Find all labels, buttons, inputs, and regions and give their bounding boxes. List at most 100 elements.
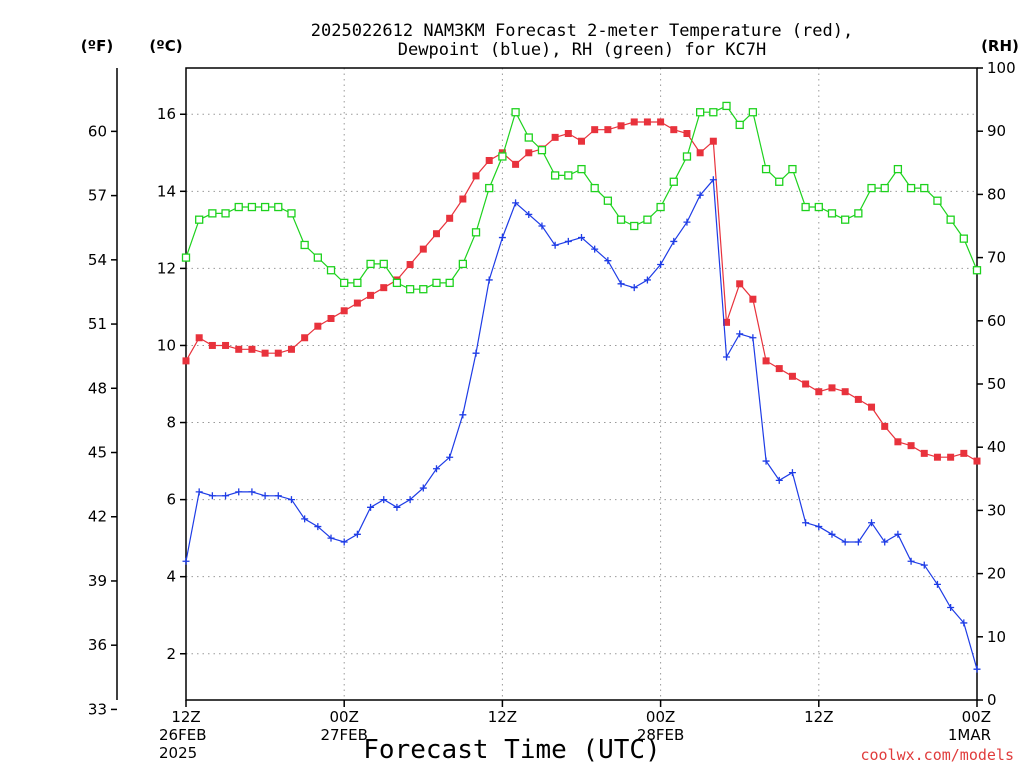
data-point bbox=[643, 118, 651, 126]
data-point bbox=[920, 561, 928, 569]
data-point bbox=[947, 453, 955, 461]
data-point bbox=[551, 241, 559, 249]
data-point bbox=[722, 101, 731, 111]
data-point bbox=[578, 137, 585, 145]
celsius-tick-label: 14 bbox=[157, 182, 176, 200]
data-point bbox=[604, 257, 612, 265]
data-point bbox=[933, 196, 942, 205]
fahrenheit-axis-unit: (ºF) bbox=[81, 37, 113, 55]
data-point bbox=[683, 218, 691, 226]
series-line bbox=[185, 178, 978, 670]
data-point bbox=[247, 202, 257, 212]
data-point bbox=[670, 237, 678, 245]
data-point bbox=[195, 334, 203, 342]
data-point bbox=[485, 156, 493, 164]
data-point bbox=[867, 183, 876, 193]
data-point bbox=[868, 403, 876, 411]
data-point bbox=[274, 202, 283, 212]
data-point bbox=[617, 280, 625, 288]
celsius-tick-label: 2 bbox=[166, 645, 176, 663]
data-point bbox=[656, 202, 665, 212]
data-point bbox=[762, 357, 770, 365]
data-point bbox=[709, 176, 717, 184]
data-point bbox=[512, 160, 520, 168]
data-point bbox=[419, 484, 427, 492]
data-point bbox=[208, 341, 216, 349]
data-point bbox=[471, 228, 481, 237]
data-point bbox=[973, 665, 981, 673]
rh-tick-label: 90 bbox=[987, 122, 1006, 140]
fahrenheit-tick-label: 45 bbox=[88, 444, 107, 462]
data-point bbox=[775, 365, 783, 373]
data-point bbox=[406, 496, 414, 504]
data-point bbox=[564, 171, 573, 180]
data-point bbox=[920, 449, 928, 457]
data-point bbox=[340, 278, 349, 288]
data-point bbox=[392, 278, 402, 288]
fahrenheit-tick-label: 51 bbox=[88, 315, 107, 333]
data-point bbox=[550, 171, 560, 180]
fahrenheit-tick-label: 33 bbox=[88, 700, 107, 718]
data-point bbox=[959, 234, 968, 243]
data-point bbox=[313, 253, 322, 262]
data-point bbox=[973, 457, 981, 465]
data-point bbox=[960, 449, 968, 457]
celsius-tick-label: 12 bbox=[157, 259, 176, 277]
data-point bbox=[643, 276, 651, 284]
data-point bbox=[669, 177, 678, 186]
rh-tick-label: 30 bbox=[987, 501, 1006, 519]
data-point bbox=[248, 345, 256, 353]
fahrenheit-tick-label: 48 bbox=[88, 379, 107, 397]
data-point bbox=[208, 209, 217, 218]
data-point bbox=[287, 496, 295, 504]
data-point bbox=[367, 291, 375, 299]
fahrenheit-tick-label: 60 bbox=[88, 122, 107, 140]
data-point bbox=[300, 240, 309, 250]
rh-tick-label: 40 bbox=[987, 438, 1006, 456]
data-point bbox=[235, 488, 243, 496]
data-point bbox=[327, 314, 335, 322]
celsius-axis-unit: (ºC) bbox=[149, 37, 182, 55]
x-tick-label: 12Z bbox=[171, 708, 200, 726]
data-point bbox=[301, 334, 309, 342]
data-point bbox=[459, 411, 467, 419]
data-point bbox=[920, 183, 929, 193]
data-point bbox=[709, 137, 717, 145]
x-tick-label: 26FEB bbox=[159, 726, 206, 744]
x-tick-label: 00Z bbox=[962, 708, 991, 726]
data-point bbox=[459, 195, 467, 203]
data-point bbox=[445, 278, 454, 288]
data-point bbox=[353, 299, 361, 307]
data-point bbox=[472, 172, 480, 180]
data-point bbox=[775, 177, 784, 186]
data-point bbox=[894, 438, 902, 446]
data-point bbox=[696, 108, 705, 117]
rh-tick-label: 100 bbox=[987, 59, 1016, 77]
data-point bbox=[907, 557, 915, 565]
fahrenheit-tick-label: 57 bbox=[88, 187, 107, 205]
data-point bbox=[749, 334, 757, 342]
data-point bbox=[749, 295, 757, 303]
data-point bbox=[854, 395, 862, 403]
x-tick-label: 1MAR bbox=[948, 726, 991, 744]
data-point bbox=[235, 345, 243, 353]
data-point bbox=[261, 492, 269, 500]
data-point bbox=[616, 215, 626, 224]
data-point bbox=[788, 164, 797, 174]
data-point bbox=[736, 330, 744, 338]
data-point bbox=[761, 164, 771, 174]
data-point bbox=[841, 215, 850, 224]
data-point bbox=[432, 230, 440, 238]
data-point bbox=[393, 503, 401, 511]
data-point bbox=[670, 126, 678, 134]
rh-tick-label: 50 bbox=[987, 375, 1006, 393]
data-point bbox=[802, 519, 810, 527]
x-tick-label: 12Z bbox=[804, 708, 833, 726]
data-point bbox=[748, 108, 758, 117]
data-point bbox=[446, 214, 454, 222]
data-point bbox=[630, 284, 638, 292]
data-point bbox=[841, 388, 849, 396]
data-point bbox=[630, 118, 638, 126]
data-point bbox=[380, 496, 388, 504]
data-point bbox=[709, 108, 718, 117]
